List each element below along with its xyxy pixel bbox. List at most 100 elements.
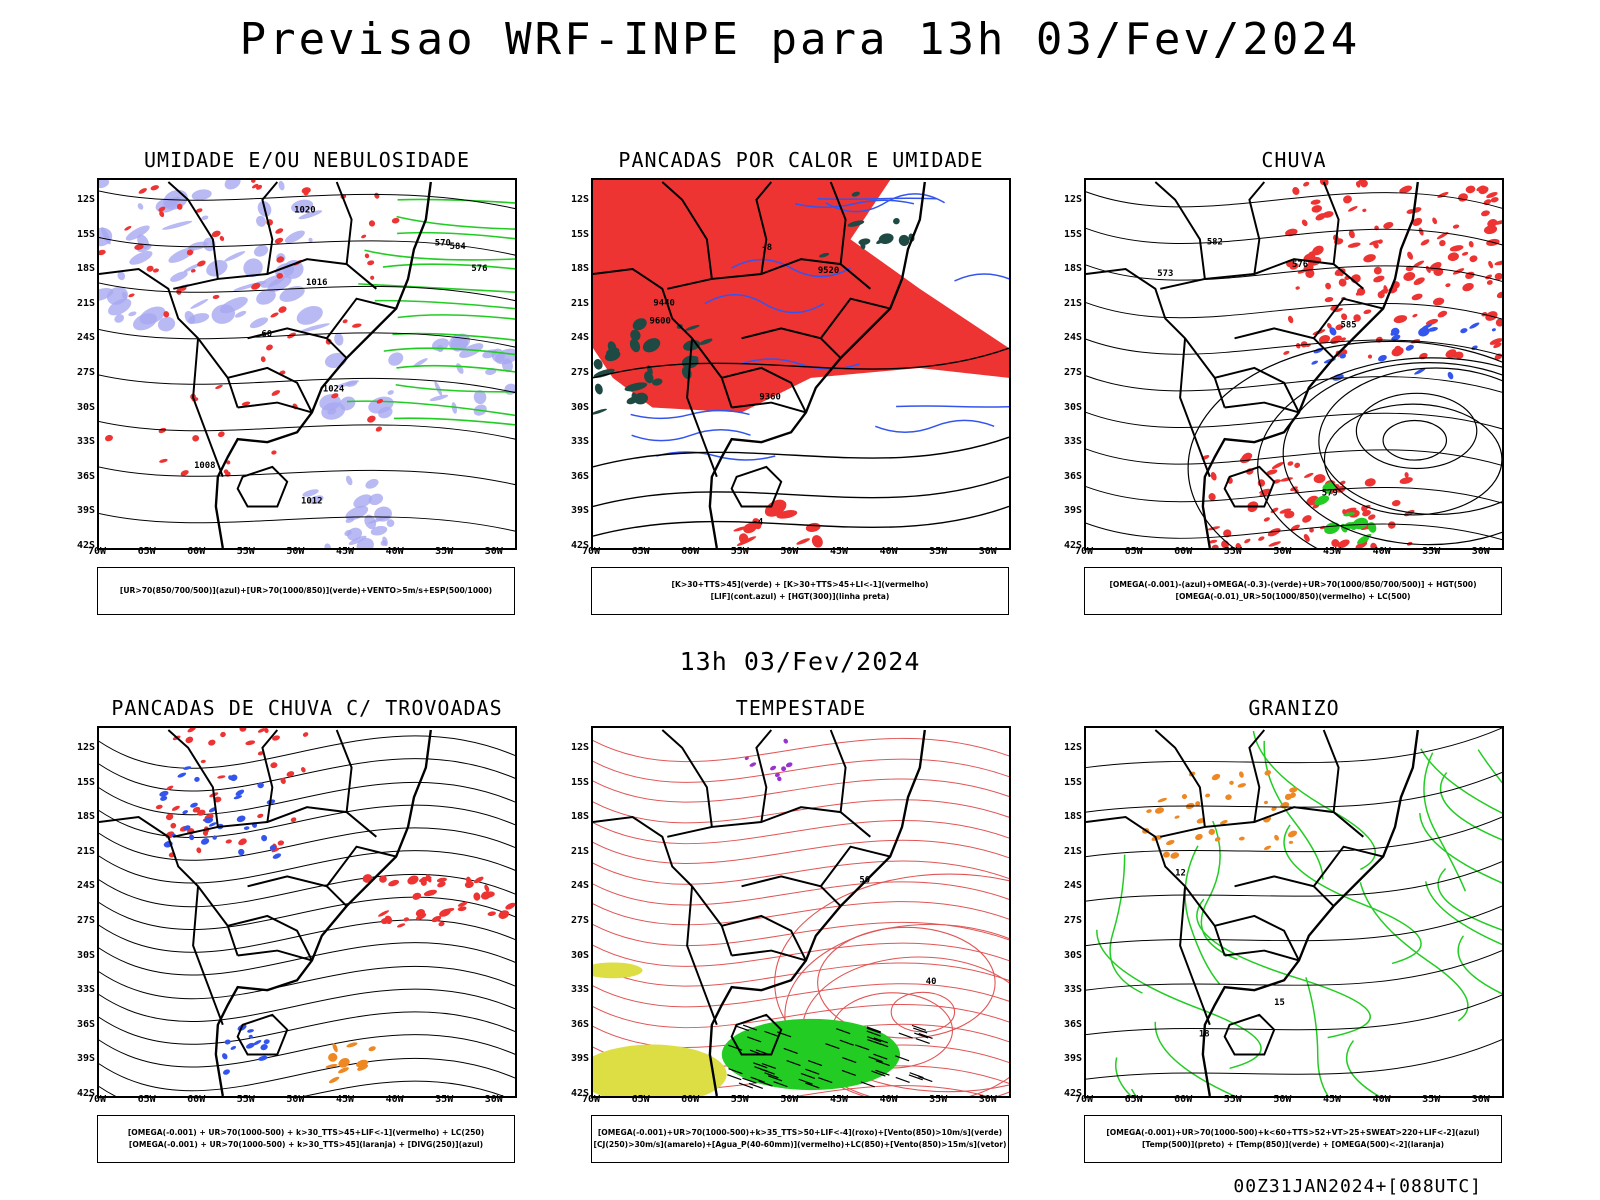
- border-line: [1313, 297, 1384, 339]
- longitude-label: 65W: [631, 1094, 650, 1105]
- wind-850-green: [721, 1018, 901, 1091]
- longitude-label: 35W: [1422, 1094, 1441, 1105]
- rain-omega-red: [1488, 260, 1494, 269]
- temp-850-contour: [1184, 845, 1221, 985]
- streamline-850: [593, 820, 1009, 845]
- weather-map: 9600 9520 9440 9360 -4 -8: [591, 178, 1011, 550]
- latitude-label: 21S: [1063, 845, 1082, 857]
- lifted-index-contour: [731, 258, 851, 278]
- instability-fill-red: [796, 538, 811, 545]
- instability-fill-red: [593, 180, 1009, 413]
- thunderstorm-fill-red: [412, 892, 422, 900]
- thunderstorm-fill-red: [378, 910, 390, 917]
- longitude-label: 60W: [187, 1094, 206, 1105]
- contour-label: 9360: [759, 393, 780, 403]
- omega-fill-orange: [1289, 792, 1296, 798]
- latitude-label: 21S: [76, 845, 95, 857]
- wind-vector: [764, 1072, 779, 1079]
- rain-omega-red: [1439, 240, 1446, 247]
- border-line: [1214, 914, 1300, 961]
- humidity-contour-green: [393, 417, 515, 426]
- thickness-dash-red: [361, 234, 367, 239]
- latitude-label: 33S: [1063, 984, 1082, 996]
- border-line: [667, 806, 871, 838]
- rain-omega-red: [1339, 272, 1344, 277]
- border-line: [721, 366, 807, 413]
- latitude-label: 30S: [76, 949, 95, 961]
- rain-omega-blue: [1418, 327, 1430, 337]
- contour-label: 1008: [194, 461, 215, 471]
- legend-line: [OMEGA(-0.01)_UR>50(1000/850)(vermelho) …: [1175, 592, 1411, 601]
- longitude-label: 45W: [1322, 1094, 1342, 1105]
- rain-omega-red: [1305, 269, 1315, 278]
- omega-fill-orange: [1195, 833, 1203, 841]
- border-line: [820, 297, 891, 339]
- rain-omega-red: [1287, 315, 1294, 324]
- contour-label: 1020: [294, 206, 315, 216]
- height-500-contour: [1355, 392, 1478, 470]
- humidity-fill-blue: [125, 225, 150, 241]
- humidity-fill-blue: [302, 489, 319, 497]
- forecast-time-subtitle: 13h 03/Fev/2024: [679, 647, 921, 676]
- wind-isotach: [817, 926, 996, 1039]
- border-line: [1086, 268, 1226, 408]
- divergence-blue: [228, 775, 233, 781]
- rain-omega-red: [1425, 318, 1439, 326]
- latitude-label: 36S: [1063, 470, 1082, 482]
- border-line: [1248, 729, 1266, 823]
- latitude-label: 12S: [570, 742, 589, 753]
- rain-omega-red: [1324, 297, 1334, 303]
- longitude-label: 70W: [1074, 1094, 1094, 1105]
- thickness-dash-red: [150, 185, 159, 191]
- rain-omega-red: [1465, 185, 1476, 194]
- thickness-dash-red: [368, 220, 376, 227]
- thickness-dash-red: [374, 192, 380, 199]
- streamline-250: [99, 850, 515, 884]
- rain-omega-red: [1419, 352, 1428, 360]
- omega-fill-orange: [1271, 806, 1277, 811]
- instability-fill-teal: [594, 383, 603, 395]
- rain-omega-red: [1461, 251, 1469, 256]
- omega-fill-orange: [1239, 771, 1244, 778]
- border-line: [1248, 181, 1266, 275]
- thunderstorm-fill-red: [245, 740, 256, 746]
- contour-label: 50: [859, 875, 870, 885]
- rain-omega-red: [1313, 474, 1326, 484]
- wind-vector: [918, 1076, 933, 1083]
- humidity-fill-blue: [308, 237, 313, 243]
- latitude-label: 36S: [570, 470, 589, 482]
- instability-fill-teal: [860, 240, 866, 250]
- humidity-fill-blue: [283, 260, 304, 279]
- legend-line: [OMEGA(-0.001)+UR>70(1000-500)+k<60+TTS>…: [1106, 1128, 1480, 1137]
- thickness-dash-red: [186, 249, 194, 256]
- rain-omega-red: [1348, 229, 1355, 239]
- humidity-contour-green: [396, 364, 515, 373]
- longitude-label: 45W: [335, 546, 355, 557]
- streamline-850: [593, 881, 1009, 906]
- storm-fill-purple: [774, 772, 780, 777]
- panel-legend: [OMEGA(-0.001) + UR>70(1000-500) + k>30_…: [97, 1115, 515, 1163]
- wind-vector: [805, 1068, 820, 1075]
- divergence-blue: [246, 1042, 255, 1049]
- wind-vector: [839, 1039, 854, 1046]
- humidity-fill-blue: [356, 537, 374, 548]
- rain-omega-red: [1373, 241, 1379, 249]
- longitude-label: 70W: [581, 546, 601, 557]
- instability-fill-orange: [368, 1046, 376, 1052]
- legend-line: [Temp(500)](preto) + [Temp(850)](verde) …: [1141, 1140, 1445, 1149]
- rain-omega-red: [1449, 245, 1464, 252]
- pressure-isobar: [99, 282, 515, 302]
- rain-omega-red: [1338, 278, 1347, 287]
- latitude-label: 27S: [1063, 915, 1082, 926]
- rain-omega-blue: [1339, 353, 1346, 359]
- wind-vector: [738, 1082, 754, 1089]
- humidity-fill-blue: [128, 311, 137, 317]
- latitude-label: 36S: [1063, 1018, 1082, 1030]
- latitude-label: 12S: [1063, 742, 1082, 753]
- contour-label: 584: [450, 242, 466, 252]
- divergence-blue: [160, 796, 168, 801]
- border-line: [236, 465, 289, 508]
- humidity-fill-blue: [382, 536, 388, 547]
- border-line: [1160, 806, 1364, 838]
- rain-omega-red: [1394, 345, 1401, 351]
